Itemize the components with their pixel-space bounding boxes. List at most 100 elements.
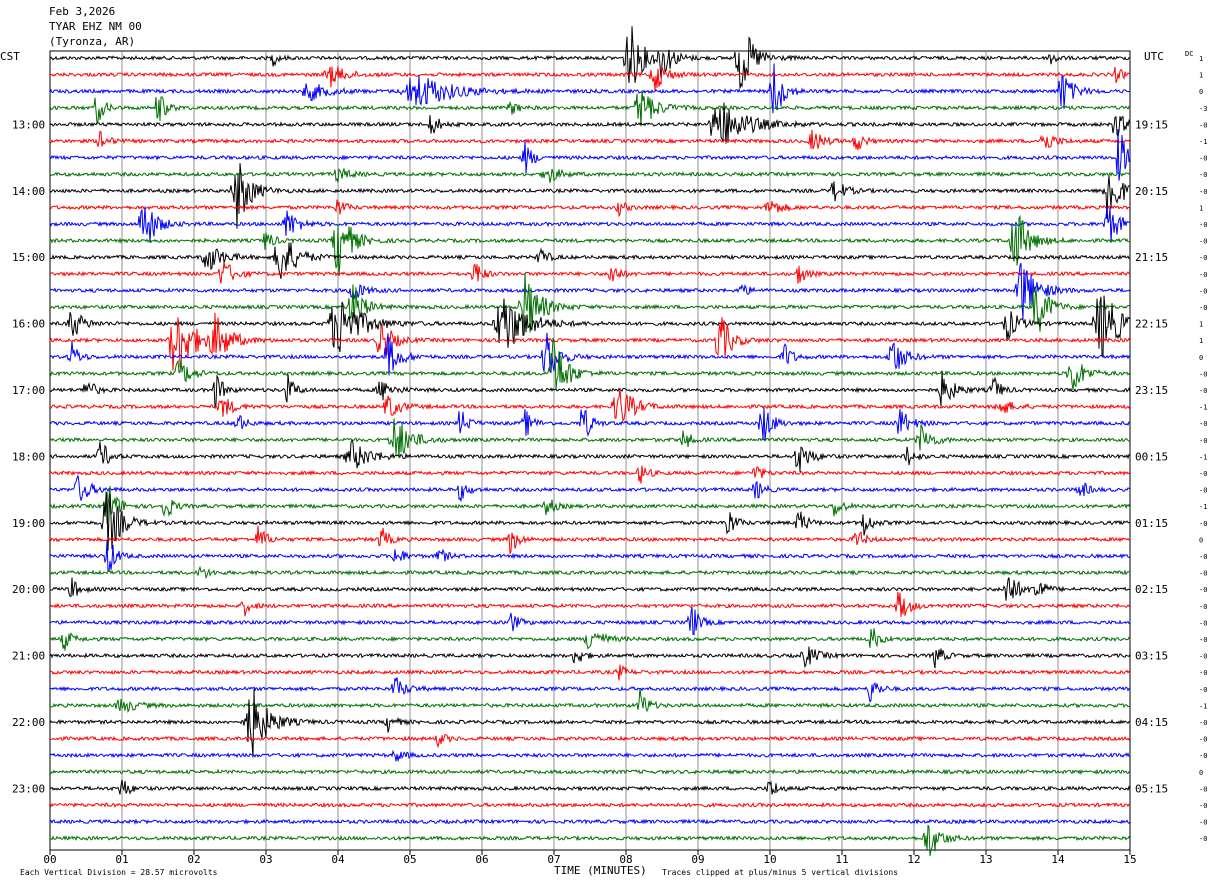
- dc-offset-21: -1: [1199, 404, 1207, 412]
- trace-16: [49, 295, 1131, 359]
- dc-offset-18: 0: [1199, 354, 1203, 362]
- dc-offset-9: 1: [1199, 204, 1203, 212]
- dc-offset-43: 0: [1199, 769, 1203, 777]
- dc-offset-8: -0: [1199, 188, 1207, 196]
- trace-21: [49, 387, 1131, 423]
- trace-11: [49, 215, 1131, 277]
- dc-offset-29: 0: [1199, 536, 1203, 544]
- trace-35: [49, 628, 1131, 651]
- xtick-label-04: 04: [331, 853, 345, 866]
- minute-gridlines: [121, 51, 1059, 850]
- x-axis-title: TIME (MINUTES): [554, 864, 647, 877]
- trace-38: [49, 677, 1131, 703]
- dc-offset-17: 1: [1199, 337, 1203, 345]
- xtick-label-07: 07: [547, 853, 560, 866]
- trace-41: [49, 734, 1131, 749]
- header-location: (Tyronza, AR): [49, 35, 135, 48]
- xtick-label-13: 13: [979, 853, 992, 866]
- dc-offset-42: -0: [1199, 752, 1207, 760]
- utc-label-2115: 21:15: [1135, 251, 1168, 264]
- left-axis-label: CST: [0, 50, 20, 63]
- dc-offset-22: -0: [1199, 420, 1207, 428]
- utc-label-0015: 00:15: [1135, 450, 1168, 463]
- trace-20: [49, 370, 1131, 409]
- dc-offset-6: -0: [1199, 155, 1207, 163]
- utc-label-2315: 23:15: [1135, 384, 1168, 397]
- dc-offset-39: -1: [1199, 702, 1207, 710]
- trace-39: [49, 688, 1131, 714]
- dc-offset-34: -0: [1199, 619, 1207, 627]
- dc-offset-32: -0: [1199, 586, 1207, 594]
- trace-13: [49, 261, 1131, 284]
- dc-offset-45: -0: [1199, 802, 1207, 810]
- dc-offset-31: -0: [1199, 570, 1207, 578]
- trace-8: [49, 163, 1131, 229]
- trace-30: [49, 540, 1130, 573]
- cst-label-1300: 13:00: [12, 118, 45, 131]
- trace-2: [49, 63, 1131, 114]
- dc-offset-47: -0: [1199, 835, 1207, 843]
- utc-label-0315: 03:15: [1135, 650, 1168, 663]
- xtick-label-11: 11: [835, 853, 848, 866]
- utc-label-0415: 04:15: [1135, 716, 1168, 729]
- cst-label-2000: 20:00: [12, 583, 45, 596]
- dc-offset-36: -0: [1199, 653, 1207, 661]
- dc-offset-10: -0: [1199, 221, 1207, 229]
- dc-offset-28: -0: [1199, 520, 1207, 528]
- footer-scale-note: Each Vertical Division = 28.57 microvolt…: [20, 868, 218, 877]
- xtick-label-02: 02: [187, 853, 200, 866]
- dc-offset-40: -0: [1199, 719, 1207, 727]
- dc-label: DC: [1185, 50, 1193, 58]
- cst-label-2200: 22:00: [12, 716, 45, 729]
- trace-0: [49, 26, 1131, 89]
- utc-label-1915: 19:15: [1135, 118, 1168, 131]
- seismic-traces: [49, 26, 1131, 856]
- cst-hour-labels: 13:00 14:00 15:00 16:00 17:00 18:00 19:00 20:00…: [12, 118, 45, 795]
- trace-46: [49, 818, 1131, 825]
- dc-offset-labels: 1 1 0 -3 -0 -1 -0 -0 -0 1 -0 -0 -0 -0 -0 -0 1 1 0 -0 -0 -1 -0 -…: [1199, 55, 1207, 843]
- dc-offset-3: -3: [1199, 105, 1207, 113]
- dc-offset-13: -0: [1199, 271, 1207, 279]
- dc-offset-12: -0: [1199, 254, 1207, 262]
- dc-offset-38: -0: [1199, 686, 1207, 694]
- trace-44: [49, 779, 1131, 795]
- trace-24: [49, 438, 1131, 472]
- dc-offset-27: -1: [1199, 503, 1207, 511]
- x-axis-ticks: 00 01 02 03 04 05 06 07 08 09 10 11 12 13 14 15: [43, 850, 1137, 866]
- trace-25: [49, 465, 1131, 484]
- trace-37: [49, 664, 1131, 681]
- utc-label-0215: 02:15: [1135, 583, 1168, 596]
- dc-offset-11: -0: [1199, 238, 1207, 246]
- trace-29: [49, 525, 1131, 554]
- dc-offset-2: 0: [1199, 88, 1203, 96]
- utc-hour-labels: 19:15 20:15 21:15 22:15 23:15 00:15 01:15 02:15…: [1135, 118, 1168, 795]
- trace-32: [49, 577, 1131, 601]
- trace-3: [49, 90, 1131, 127]
- trace-22: [49, 407, 1131, 441]
- trace-18: [49, 332, 1131, 376]
- dc-offset-14: -0: [1199, 287, 1207, 295]
- trace-5: [49, 129, 1131, 151]
- dc-offset-25: -0: [1199, 470, 1207, 478]
- cst-label-1500: 15:00: [12, 251, 45, 264]
- trace-19: [49, 337, 1131, 391]
- trace-47: [49, 824, 1131, 856]
- dc-offset-44: -0: [1199, 785, 1207, 793]
- dc-offset-7: -0: [1199, 171, 1207, 179]
- header-date: Feb 3,2026: [49, 5, 115, 18]
- trace-14: [49, 262, 1131, 320]
- dc-offset-41: -0: [1199, 736, 1207, 744]
- trace-42: [49, 749, 1131, 762]
- utc-label-0115: 01:15: [1135, 517, 1168, 530]
- plot-frame: [49, 50, 1131, 851]
- trace-12: [49, 242, 1131, 279]
- trace-45: [49, 801, 1131, 809]
- xtick-label-08: 08: [619, 853, 632, 866]
- trace-26: [49, 475, 1131, 502]
- dc-offset-30: -0: [1199, 553, 1207, 561]
- cst-label-2300: 23:00: [12, 782, 45, 795]
- cst-label-2100: 21:00: [12, 650, 45, 663]
- xtick-label-15: 15: [1123, 853, 1136, 866]
- dc-offset-37: -0: [1199, 669, 1207, 677]
